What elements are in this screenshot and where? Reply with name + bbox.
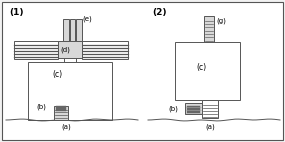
- Bar: [14, 41, 58, 59]
- Bar: [58, 41, 82, 58]
- Bar: [76, 19, 82, 41]
- Text: (d): (d): [60, 46, 70, 53]
- Bar: [185, 103, 202, 114]
- Text: (c): (c): [52, 70, 62, 79]
- Text: (c): (c): [196, 63, 206, 72]
- Bar: [56, 106, 66, 111]
- Bar: [28, 62, 112, 120]
- Bar: [82, 41, 128, 59]
- Text: (a): (a): [61, 124, 71, 130]
- Bar: [54, 106, 68, 120]
- Bar: [187, 106, 200, 113]
- Bar: [63, 19, 68, 41]
- Text: (a): (a): [205, 124, 215, 130]
- Bar: [70, 19, 75, 41]
- Bar: [202, 100, 218, 118]
- Bar: [64, 54, 76, 62]
- Text: (g): (g): [216, 17, 226, 23]
- Text: (2): (2): [152, 8, 166, 17]
- Text: (1): (1): [9, 8, 23, 17]
- Text: (e): (e): [82, 15, 92, 21]
- Bar: [204, 16, 214, 42]
- Text: (b): (b): [168, 105, 178, 111]
- Text: (b): (b): [36, 103, 46, 109]
- Bar: [175, 42, 240, 100]
